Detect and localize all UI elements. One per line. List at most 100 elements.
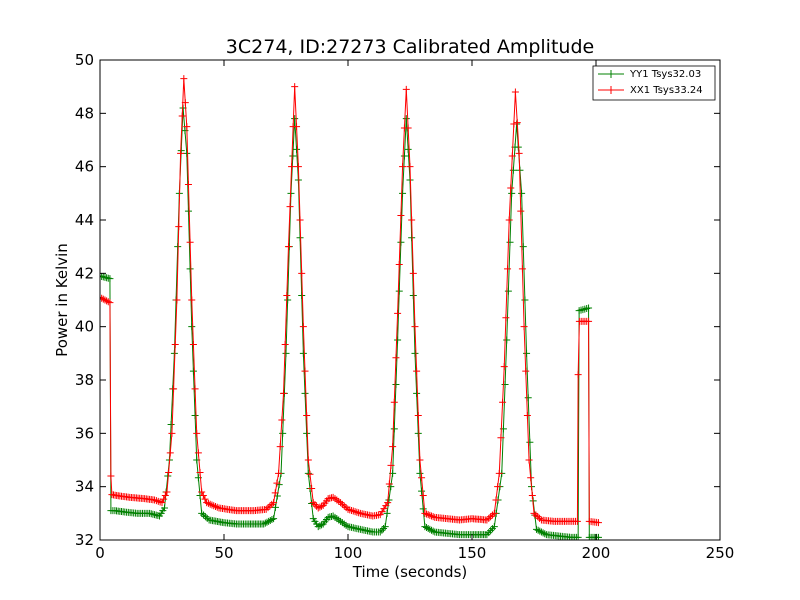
data-point-marker — [309, 499, 317, 507]
data-point-marker — [416, 469, 424, 477]
data-point-marker — [509, 166, 517, 174]
data-point-marker — [291, 115, 299, 123]
data-point-marker — [399, 189, 407, 197]
data-point-marker — [281, 340, 289, 348]
data-point-marker — [194, 449, 202, 457]
data-point-marker — [173, 296, 181, 304]
y-tick-label: 48 — [75, 104, 94, 122]
data-point-marker — [429, 527, 437, 535]
data-point-marker — [308, 484, 316, 492]
data-point-marker — [387, 461, 395, 469]
data-point-marker — [298, 269, 306, 277]
data-point-marker — [344, 505, 352, 513]
data-point-marker — [414, 412, 422, 420]
data-point-marker — [191, 385, 199, 393]
data-point-marker — [184, 180, 192, 188]
data-point-marker — [177, 149, 185, 157]
data-point-marker — [524, 394, 532, 402]
data-point-marker — [314, 504, 322, 512]
data-point-marker — [318, 521, 326, 529]
data-point-marker — [191, 412, 199, 420]
data-point-marker — [165, 468, 173, 476]
y-tick-label: 34 — [75, 478, 94, 496]
chart-title: 3C274, ID:27273 Calibrated Amplitude — [226, 36, 594, 58]
data-point-marker — [406, 163, 414, 171]
data-point-marker — [104, 298, 112, 306]
data-point-marker — [168, 429, 176, 437]
data-point-marker — [397, 212, 405, 220]
data-point-marker — [103, 297, 111, 305]
data-point-marker — [166, 449, 174, 457]
data-point-marker — [501, 380, 509, 388]
data-point-marker — [376, 528, 384, 536]
data-point-marker — [183, 149, 191, 157]
data-point-marker — [585, 317, 593, 325]
data-point-marker — [299, 349, 307, 357]
data-point-marker — [510, 120, 518, 128]
data-point-marker — [511, 88, 519, 96]
data-point-marker — [204, 499, 212, 507]
data-point-marker — [424, 524, 432, 532]
data-point-marker — [278, 416, 286, 424]
data-point-marker — [380, 524, 388, 532]
data-point-marker — [271, 489, 279, 497]
data-point-marker — [193, 429, 201, 437]
data-point-marker — [171, 340, 179, 348]
data-point-marker — [513, 119, 521, 127]
y-tick-label: 46 — [75, 158, 94, 176]
data-point-marker — [418, 487, 426, 495]
data-point-marker — [288, 163, 296, 171]
x-tick-label: 150 — [458, 544, 487, 562]
data-point-marker — [303, 412, 311, 420]
data-point-marker — [282, 349, 290, 357]
data-point-marker — [521, 296, 529, 304]
data-point-marker — [311, 500, 319, 508]
data-point-marker — [497, 434, 505, 442]
data-point-marker — [299, 323, 307, 331]
data-point-marker — [188, 323, 196, 331]
data-point-marker — [495, 469, 503, 477]
data-point-marker — [170, 385, 178, 393]
data-point-marker — [298, 292, 306, 300]
data-point-marker — [265, 517, 273, 525]
data-point-marker — [349, 507, 357, 515]
data-point-marker — [507, 184, 515, 192]
data-point-marker — [283, 292, 291, 300]
data-point-marker — [574, 371, 582, 379]
data-point-marker — [395, 287, 403, 295]
data-point-marker — [100, 294, 106, 302]
data-point-marker — [196, 468, 204, 476]
data-point-marker — [537, 528, 545, 536]
data-point-marker — [208, 501, 216, 509]
data-point-marker — [291, 83, 299, 91]
data-point-marker — [500, 363, 508, 371]
data-point-marker — [316, 522, 324, 530]
data-point-marker — [421, 523, 429, 531]
data-point-marker — [536, 527, 544, 535]
data-point-marker — [424, 511, 432, 519]
data-point-marker — [351, 508, 359, 516]
data-point-marker — [506, 238, 514, 246]
data-point-marker — [268, 516, 276, 524]
data-point-marker — [263, 518, 271, 526]
x-tick-label: 250 — [706, 544, 735, 562]
data-point-marker — [203, 499, 211, 507]
data-point-marker — [100, 293, 104, 301]
legend-box — [592, 65, 716, 101]
data-point-marker — [404, 124, 412, 132]
data-point-marker — [348, 506, 356, 514]
data-point-marker — [304, 469, 312, 477]
data-point-marker — [384, 499, 392, 507]
data-point-marker — [189, 340, 197, 348]
data-point-marker — [101, 296, 109, 304]
data-point-marker — [499, 398, 507, 406]
data-point-marker — [284, 243, 292, 251]
data-point-marker — [286, 203, 294, 211]
data-point-marker — [199, 492, 207, 500]
y-axis-title: Power in Kelvin — [53, 243, 71, 357]
data-point-marker — [161, 492, 169, 500]
legend-label-xx1: XX1 Tsys33.24 — [630, 85, 703, 96]
y-tick-label: 44 — [75, 211, 94, 229]
data-point-marker — [421, 509, 429, 517]
